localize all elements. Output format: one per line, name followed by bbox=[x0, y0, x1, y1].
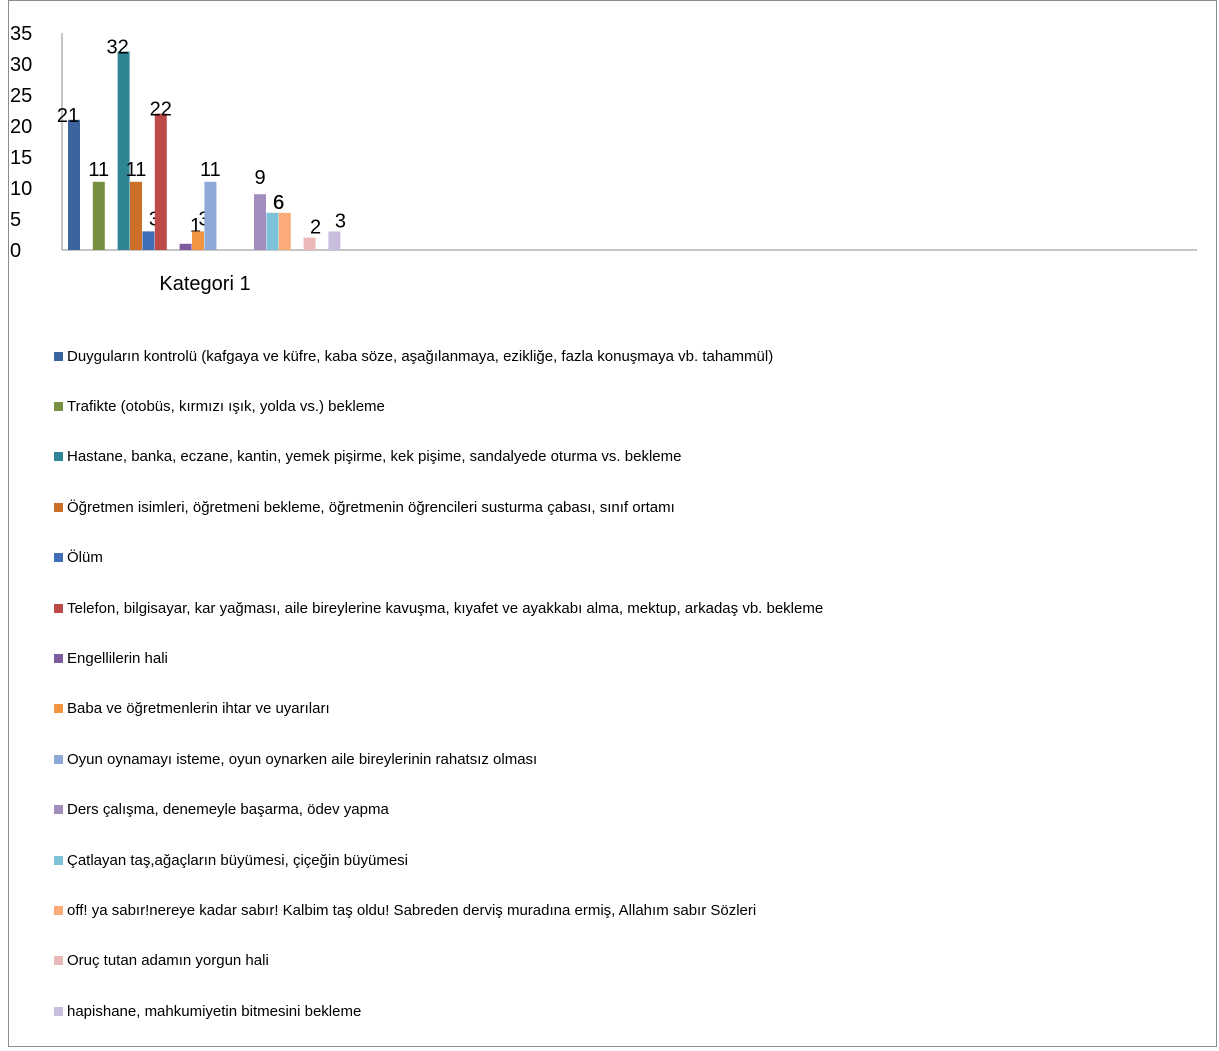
bar-1 bbox=[68, 119, 80, 250]
legend-label: Ders çalışma, denemeyle başarma, ödev ya… bbox=[67, 801, 389, 819]
data-label-4: 11 bbox=[126, 159, 147, 181]
legend-label: Çatlayan taş,ağaçların büyümesi, çiçeğin… bbox=[67, 851, 409, 869]
legend-label: Trafikte (otobüs, kırmızı ışık, yolda vs… bbox=[67, 397, 385, 415]
legend-item-12: off! ya sabır!nereye kadar sabır! Kalbim… bbox=[54, 900, 756, 920]
legend-item-4: Öğretmen isimleri, öğretmeni bekleme, öğ… bbox=[54, 497, 675, 517]
y-tick-label: 15 bbox=[10, 147, 32, 169]
data-label-6: 22 bbox=[150, 99, 172, 121]
legend-item-3: Hastane, banka, eczane, kantin, yemek pi… bbox=[54, 447, 681, 467]
bar-6 bbox=[154, 113, 167, 250]
legend-label: Engellilerin hali bbox=[67, 649, 168, 667]
y-tick-label: 20 bbox=[10, 116, 32, 138]
legend-swatch bbox=[54, 956, 63, 966]
legend-label: Baba ve öğretmenlerin ihtar ve uyarıları bbox=[67, 700, 330, 718]
legend-item-7: Engellilerin hali bbox=[54, 648, 168, 668]
data-label-10: 9 bbox=[254, 167, 265, 189]
y-tick-label: 0 bbox=[10, 240, 21, 262]
legend-item-5: Ölüm bbox=[54, 548, 103, 568]
bar-12 bbox=[278, 212, 291, 250]
y-tick-label: 35 bbox=[10, 23, 32, 45]
legend-item-2: Trafikte (otobüs, kırmızı ışık, yolda vs… bbox=[54, 396, 385, 416]
legend-item-1: Duyguların kontrolü (kafgaya ve küfre, k… bbox=[54, 346, 773, 366]
legend-label: off! ya sabır!nereye kadar sabır! Kalbim… bbox=[67, 901, 757, 919]
bar-9 bbox=[204, 181, 217, 250]
legend-label: Ölüm bbox=[67, 549, 103, 567]
legend-swatch bbox=[54, 502, 63, 512]
chart-frame bbox=[8, 0, 1217, 1047]
legend-label: Oruç tutan adamın yorgun hali bbox=[67, 952, 269, 970]
legend-swatch bbox=[54, 653, 63, 663]
legend-item-14: hapishane, mahkumiyetin bitmesini beklem… bbox=[54, 1001, 361, 1021]
legend-swatch bbox=[54, 905, 63, 915]
legend-swatch bbox=[54, 351, 63, 361]
data-label-12: 6 bbox=[273, 192, 284, 214]
y-tick-label: 30 bbox=[10, 54, 32, 76]
data-label-8: 3 bbox=[198, 208, 209, 230]
bar-4 bbox=[130, 181, 142, 250]
data-label-3: 32 bbox=[106, 37, 128, 59]
legend-item-10: Ders çalışma, denemeyle başarma, ödev ya… bbox=[54, 800, 389, 820]
bar-5 bbox=[142, 231, 155, 250]
bar-3 bbox=[117, 51, 130, 250]
legend-item-11: Çatlayan taş,ağaçların büyümesi, çiçeğin… bbox=[54, 850, 408, 870]
legend-item-8: Baba ve öğretmenlerin ihtar ve uyarıları bbox=[54, 699, 330, 719]
legend-swatch bbox=[54, 805, 63, 815]
data-label-7: 1 bbox=[190, 215, 201, 237]
bar-2 bbox=[92, 181, 105, 250]
bar-11 bbox=[266, 212, 279, 250]
y-tick-label: 25 bbox=[10, 85, 32, 107]
bar-14 bbox=[328, 231, 341, 250]
data-label-2: 11 bbox=[88, 159, 109, 181]
chart-legend: Duyguların kontrolü (kafgaya ve küfre, k… bbox=[54, 0, 1204, 1051]
legend-item-6: Telefon, bilgisayar, kar yağması, aile b… bbox=[54, 598, 823, 618]
bar-7 bbox=[179, 243, 192, 250]
legend-label: Telefon, bilgisayar, kar yağması, aile b… bbox=[67, 599, 824, 617]
data-label-11: 6 bbox=[273, 192, 284, 214]
legend-swatch bbox=[54, 855, 63, 865]
legend-label: Hastane, banka, eczane, kantin, yemek pi… bbox=[67, 448, 682, 466]
legend-swatch bbox=[54, 754, 63, 764]
legend-item-13: Oruç tutan adamın yorgun hali bbox=[54, 951, 269, 971]
legend-label: Duyguların kontrolü (kafgaya ve küfre, k… bbox=[67, 347, 774, 365]
bar-10 bbox=[254, 194, 266, 250]
legend-label: hapishane, mahkumiyetin bitmesini beklem… bbox=[67, 1002, 362, 1020]
legend-label: Öğretmen isimleri, öğretmeni bekleme, öğ… bbox=[67, 498, 675, 516]
legend-swatch bbox=[54, 553, 63, 563]
data-label-1: 21 bbox=[57, 105, 79, 127]
legend-swatch bbox=[54, 603, 63, 613]
y-tick-label: 10 bbox=[10, 178, 32, 200]
legend-swatch bbox=[54, 401, 63, 411]
bar-13 bbox=[303, 237, 316, 250]
data-label-5: 3 bbox=[149, 208, 160, 230]
legend-swatch bbox=[54, 452, 63, 462]
y-tick-label: 5 bbox=[10, 209, 21, 231]
bar-8 bbox=[192, 231, 204, 250]
x-category-label: Kategori 1 bbox=[159, 273, 250, 295]
legend-swatch bbox=[54, 1006, 63, 1016]
legend-swatch bbox=[54, 704, 63, 714]
data-label-9: 11 bbox=[200, 159, 221, 181]
data-label-14: 3 bbox=[335, 210, 346, 232]
legend-item-9: Oyun oynamayı isteme, oyun oynarken aile… bbox=[54, 749, 537, 769]
legend-label: Oyun oynamayı isteme, oyun oynarken aile… bbox=[67, 750, 538, 768]
data-label-13: 2 bbox=[310, 217, 321, 239]
